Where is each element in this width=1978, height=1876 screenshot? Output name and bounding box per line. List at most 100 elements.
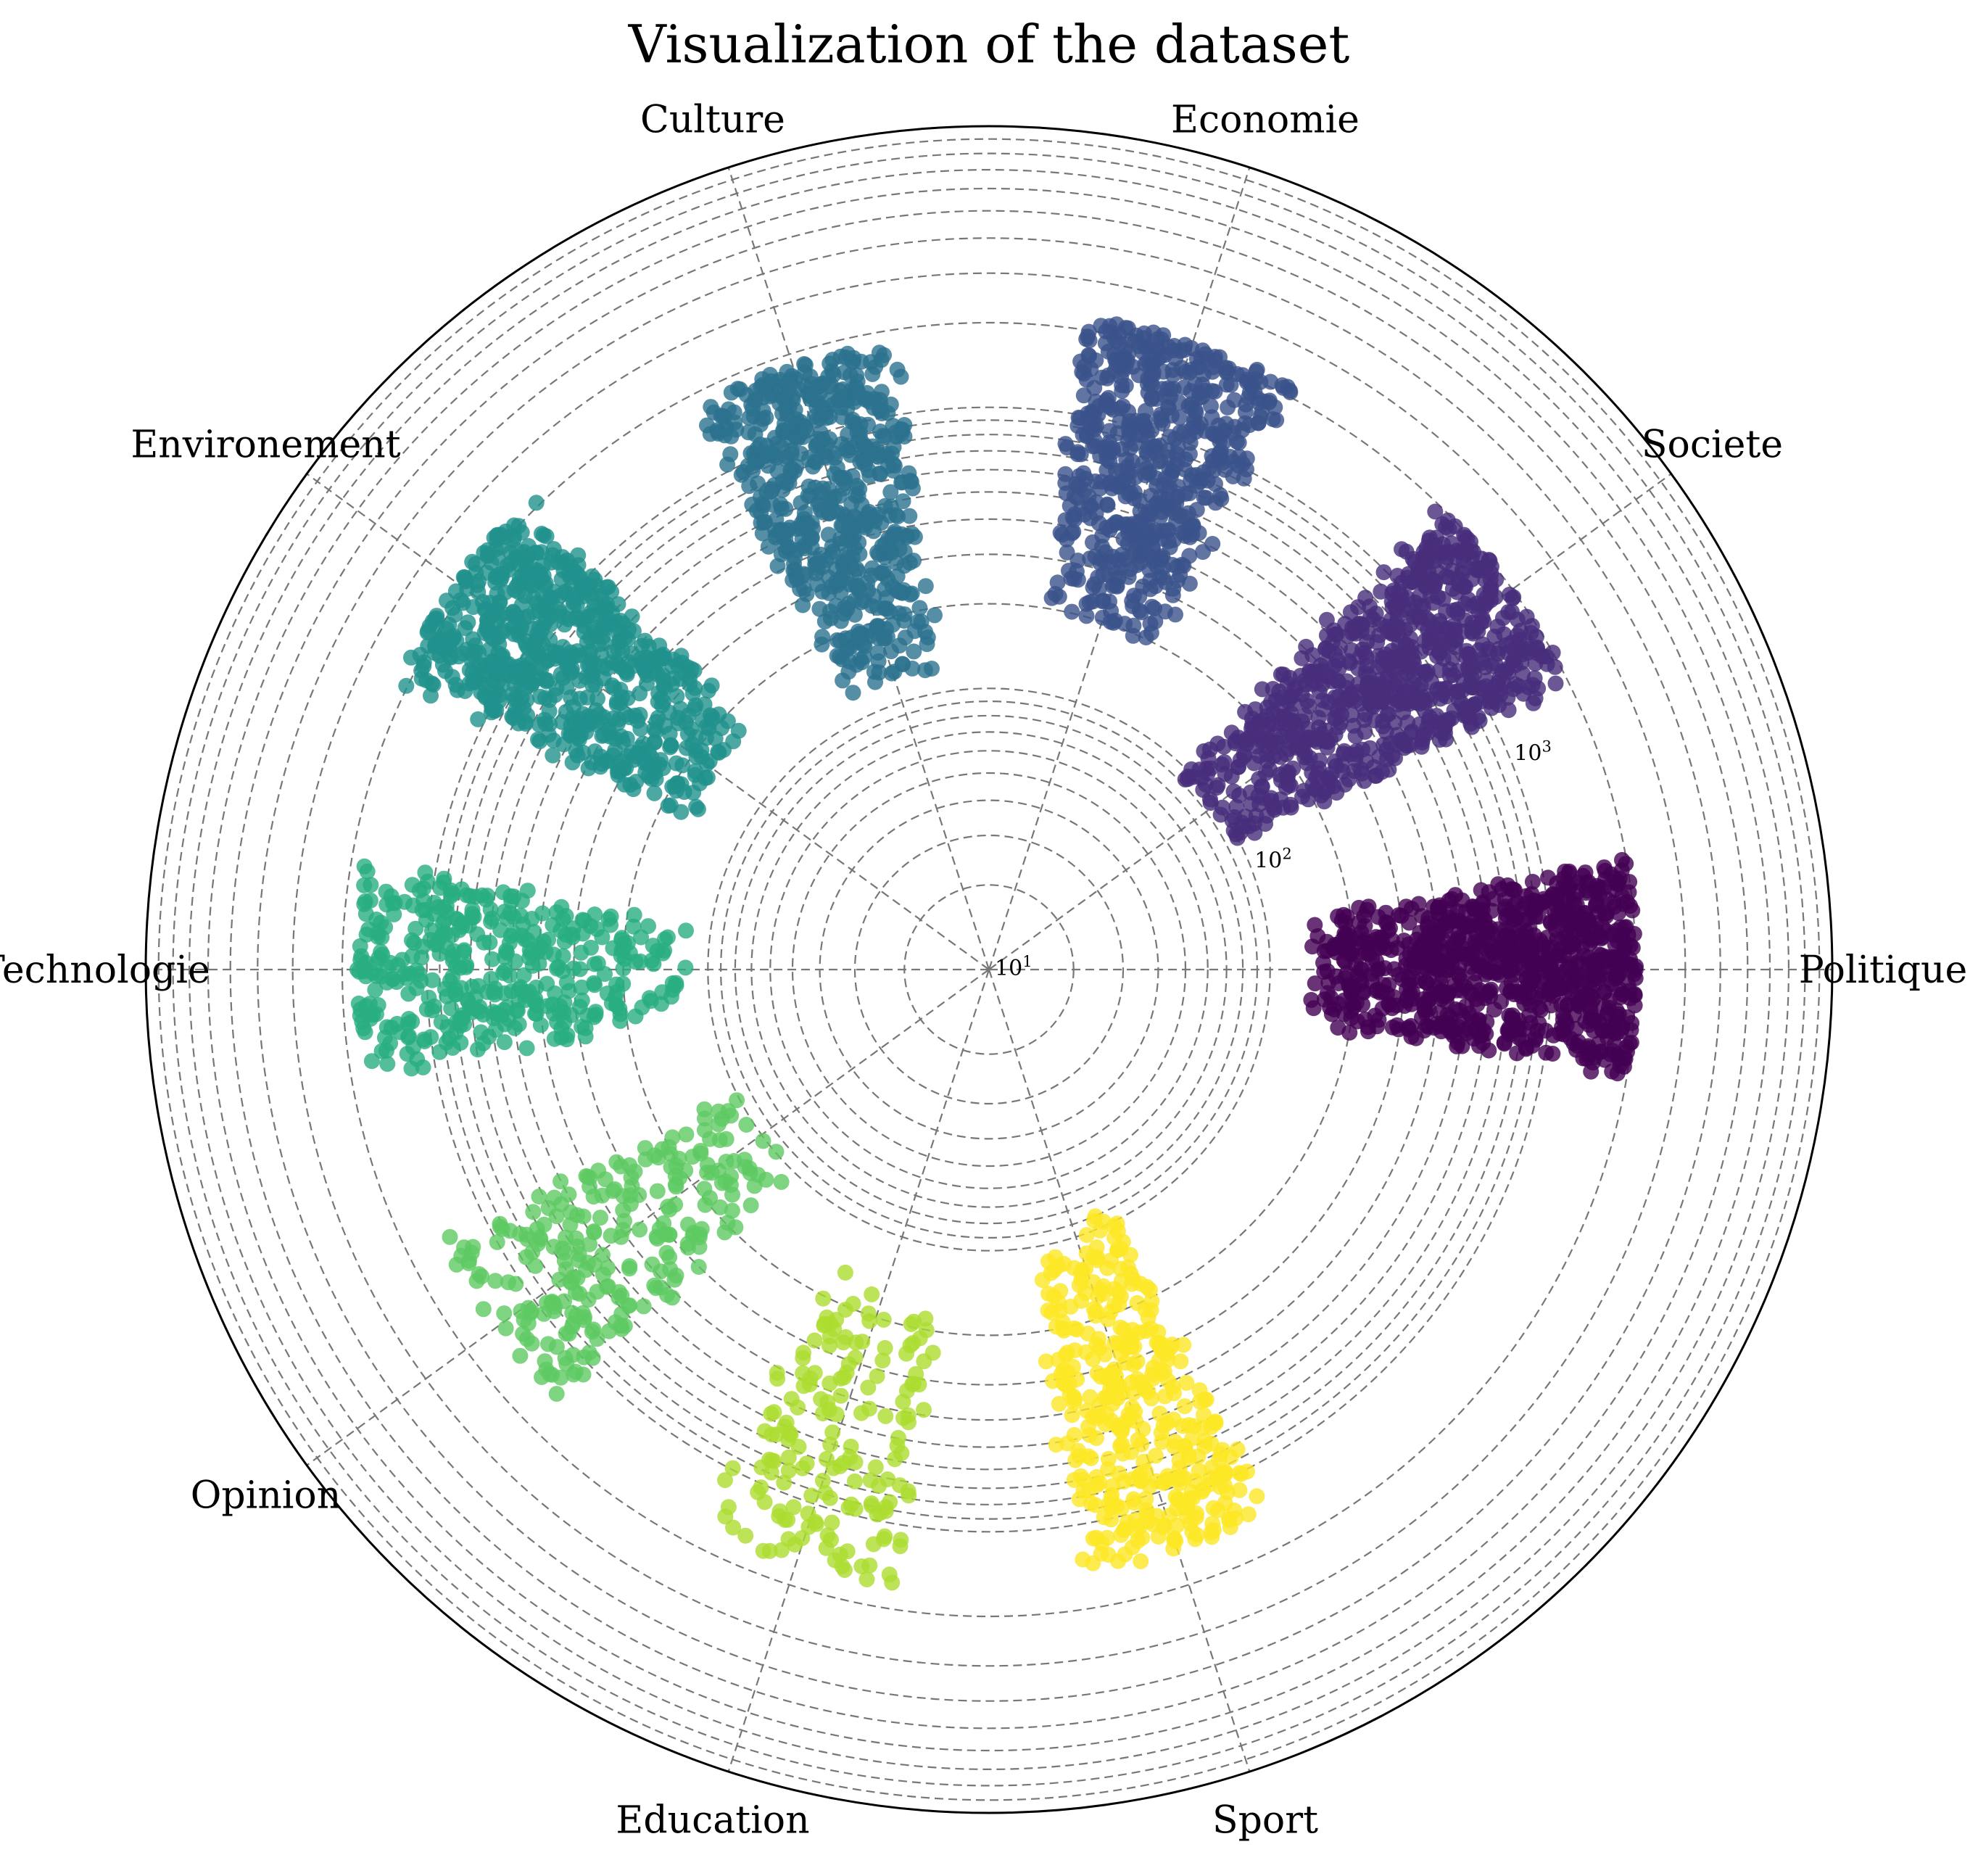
data-point [610,715,626,732]
data-point [1420,971,1437,988]
data-point [1462,542,1479,559]
data-point [1481,553,1498,569]
data-point [1262,373,1279,390]
data-point [1579,883,1596,899]
data-point [1104,1487,1120,1503]
data-point [431,946,448,962]
data-point [1067,1342,1083,1358]
data-point [1239,1463,1255,1480]
data-point [1209,1502,1226,1518]
data-point [837,1264,853,1281]
data-point [1166,1385,1183,1402]
data-point [378,896,395,913]
data-point [753,1479,769,1496]
data-point [1212,433,1228,450]
data-point [1606,1036,1623,1053]
data-point [1502,939,1519,956]
data-point [658,1244,675,1261]
data-point [526,590,542,606]
data-point [1476,990,1493,1007]
data-point [1581,998,1598,1015]
data-point [1208,780,1225,796]
data-point [1178,1375,1195,1391]
data-point [1418,949,1434,965]
data-point [1378,724,1394,740]
data-point [1318,627,1335,644]
data-point [1148,391,1164,407]
data-point [456,942,473,959]
data-point [1464,719,1480,735]
data-point [847,1350,864,1366]
data-point [860,1305,877,1322]
data-point [1167,1489,1184,1505]
data-point [651,756,668,773]
data-point [422,932,439,949]
data-point [1544,1046,1561,1062]
data-point [398,970,415,986]
data-point [512,1226,529,1242]
data-point [1054,526,1070,543]
data-point [571,569,588,585]
data-point [823,1532,839,1548]
data-point [1218,364,1235,381]
data-point [1347,728,1364,745]
data-point [1109,1389,1126,1406]
data-point [1111,1377,1127,1394]
data-point [903,1316,919,1332]
data-point [423,687,439,704]
data-point [824,396,841,413]
data-point [605,616,621,633]
data-point [902,586,919,603]
data-point [756,514,772,531]
data-point [407,920,424,937]
data-point [1199,351,1215,368]
data-point [1507,657,1523,674]
data-point [1167,1533,1184,1549]
data-point [1243,376,1259,392]
data-point [555,963,571,979]
data-point [802,1370,819,1387]
data-point [1587,897,1604,914]
data-point [1578,1051,1595,1067]
data-point [1199,765,1216,782]
data-point [1281,669,1298,686]
data-point [690,1259,707,1275]
data-point [1562,955,1578,972]
data-point [1096,1346,1113,1363]
data-point [1182,1516,1199,1532]
data-point [373,968,390,985]
data-point [376,1029,393,1046]
data-point [874,1352,891,1369]
data-point [1078,608,1095,624]
data-point [1465,898,1482,915]
data-point [728,421,745,438]
data-point [1212,1446,1229,1463]
data-point [488,666,505,683]
data-point [456,1239,472,1256]
data-point [646,785,663,801]
data-point [776,391,793,408]
data-point [644,1256,661,1273]
category-label-technologie: Technologie [0,949,210,992]
data-point [549,1014,566,1030]
data-point [538,528,555,545]
data-point [1113,1423,1130,1439]
data-point [1240,1506,1257,1523]
data-point [587,977,603,993]
data-point [885,462,901,479]
data-point [583,608,600,624]
data-point [541,703,558,719]
data-point [1450,926,1467,943]
grid-circle [207,187,1771,1752]
data-point [660,798,676,814]
data-point [1075,1551,1091,1568]
data-point [814,444,831,460]
data-point [379,1056,396,1073]
data-point [717,1472,733,1489]
data-point [1466,974,1483,991]
data-point [487,1273,504,1289]
data-point [605,747,621,764]
data-point [1125,627,1141,644]
data-point [1383,611,1399,628]
series-technologie [349,858,694,1077]
